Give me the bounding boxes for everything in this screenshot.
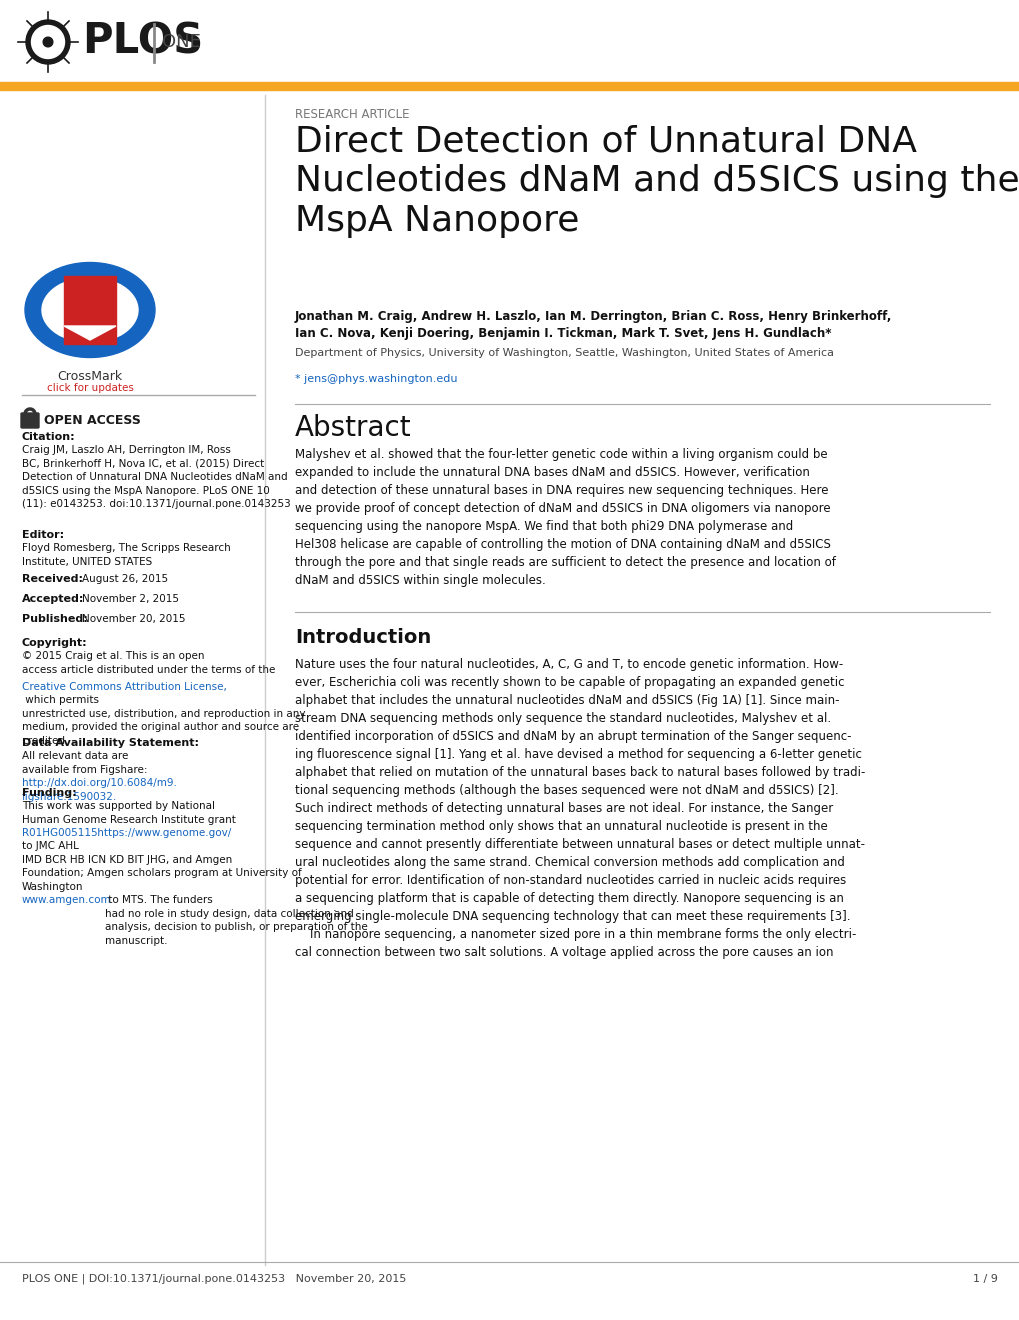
- Text: RESEARCH ARTICLE: RESEARCH ARTICLE: [294, 108, 409, 121]
- Text: Craig JM, Laszlo AH, Derrington IM, Ross
BC, Brinkerhoff H, Nova IC, et al. (201: Craig JM, Laszlo AH, Derrington IM, Ross…: [22, 445, 290, 510]
- Text: PLOS ONE | DOI:10.1371/journal.pone.0143253   November 20, 2015: PLOS ONE | DOI:10.1371/journal.pone.0143…: [22, 1274, 406, 1284]
- Text: R01HG005115: R01HG005115: [22, 828, 98, 838]
- Text: Introduction: Introduction: [294, 628, 431, 647]
- Text: click for updates: click for updates: [47, 383, 133, 393]
- FancyBboxPatch shape: [21, 413, 39, 428]
- Text: Direct Detection of Unnatural DNA
Nucleotides dNaM and d5SICS using the
MspA Nan: Direct Detection of Unnatural DNA Nucleo…: [294, 125, 1019, 238]
- Text: Funding:: Funding:: [22, 788, 76, 799]
- Ellipse shape: [25, 263, 155, 358]
- Text: Creative Commons Attribution License,: Creative Commons Attribution License,: [22, 682, 226, 692]
- Text: Editor:: Editor:: [22, 531, 64, 540]
- Text: Copyright:: Copyright:: [22, 638, 88, 648]
- Text: https://www.genome.gov/: https://www.genome.gov/: [94, 828, 231, 838]
- Text: Malyshev et al. showed that the four-letter genetic code within a living organis: Malyshev et al. showed that the four-let…: [294, 447, 835, 587]
- Text: 1 / 9: 1 / 9: [972, 1274, 997, 1284]
- Text: Jonathan M. Craig, Andrew H. Laszlo, Ian M. Derrington, Brian C. Ross, Henry Bri: Jonathan M. Craig, Andrew H. Laszlo, Ian…: [294, 310, 892, 341]
- Text: All relevant data are
available from Figshare:: All relevant data are available from Fig…: [22, 751, 148, 775]
- Text: PLOS: PLOS: [82, 21, 203, 63]
- Text: Citation:: Citation:: [22, 432, 75, 442]
- Text: ONE: ONE: [162, 33, 201, 51]
- Text: Accepted:: Accepted:: [22, 594, 85, 605]
- Text: http://dx.doi.org/10.6084/m9.
figshare.1590032.: http://dx.doi.org/10.6084/m9. figshare.1…: [22, 777, 176, 801]
- Bar: [0, 82, 1019, 90]
- Ellipse shape: [42, 277, 138, 342]
- Text: Published:: Published:: [22, 614, 88, 624]
- Text: to MTS. The funders
had no role in study design, data collection and
analysis, d: to MTS. The funders had no role in study…: [105, 895, 368, 946]
- Text: August 26, 2015: August 26, 2015: [82, 574, 168, 583]
- Circle shape: [43, 37, 53, 46]
- Text: Department of Physics, University of Washington, Seattle, Washington, United Sta: Department of Physics, University of Was…: [294, 348, 834, 358]
- Text: Received:: Received:: [22, 574, 83, 583]
- Bar: [64, 276, 116, 345]
- Text: to JMC AHL
IMD BCR HB ICN KD BIT JHG, and Amgen
Foundation; Amgen scholars progr: to JMC AHL IMD BCR HB ICN KD BIT JHG, an…: [22, 841, 302, 892]
- Text: Abstract: Abstract: [294, 414, 412, 442]
- Text: which permits
unrestricted use, distribution, and reproduction in any
medium, pr: which permits unrestricted use, distribu…: [22, 696, 306, 746]
- Text: CrossMark: CrossMark: [57, 370, 122, 383]
- Text: Nature uses the four natural nucleotides, A, C, G and T, to encode genetic infor: Nature uses the four natural nucleotides…: [294, 657, 864, 960]
- Circle shape: [32, 25, 64, 58]
- Text: Data Availability Statement:: Data Availability Statement:: [22, 738, 199, 748]
- Text: © 2015 Craig et al. This is an open
access article distributed under the terms o: © 2015 Craig et al. This is an open acce…: [22, 651, 275, 675]
- Text: www.amgen.com: www.amgen.com: [22, 895, 111, 906]
- Text: November 20, 2015: November 20, 2015: [82, 614, 185, 624]
- Text: November 2, 2015: November 2, 2015: [82, 594, 178, 605]
- Text: OPEN ACCESS: OPEN ACCESS: [44, 414, 141, 428]
- Polygon shape: [64, 326, 116, 341]
- Circle shape: [25, 20, 70, 63]
- Text: Floyd Romesberg, The Scripps Research
Institute, UNITED STATES: Floyd Romesberg, The Scripps Research In…: [22, 543, 230, 566]
- Text: * jens@phys.washington.edu: * jens@phys.washington.edu: [294, 374, 458, 384]
- Text: This work was supported by National
Human Genome Research Institute grant: This work was supported by National Huma…: [22, 801, 235, 825]
